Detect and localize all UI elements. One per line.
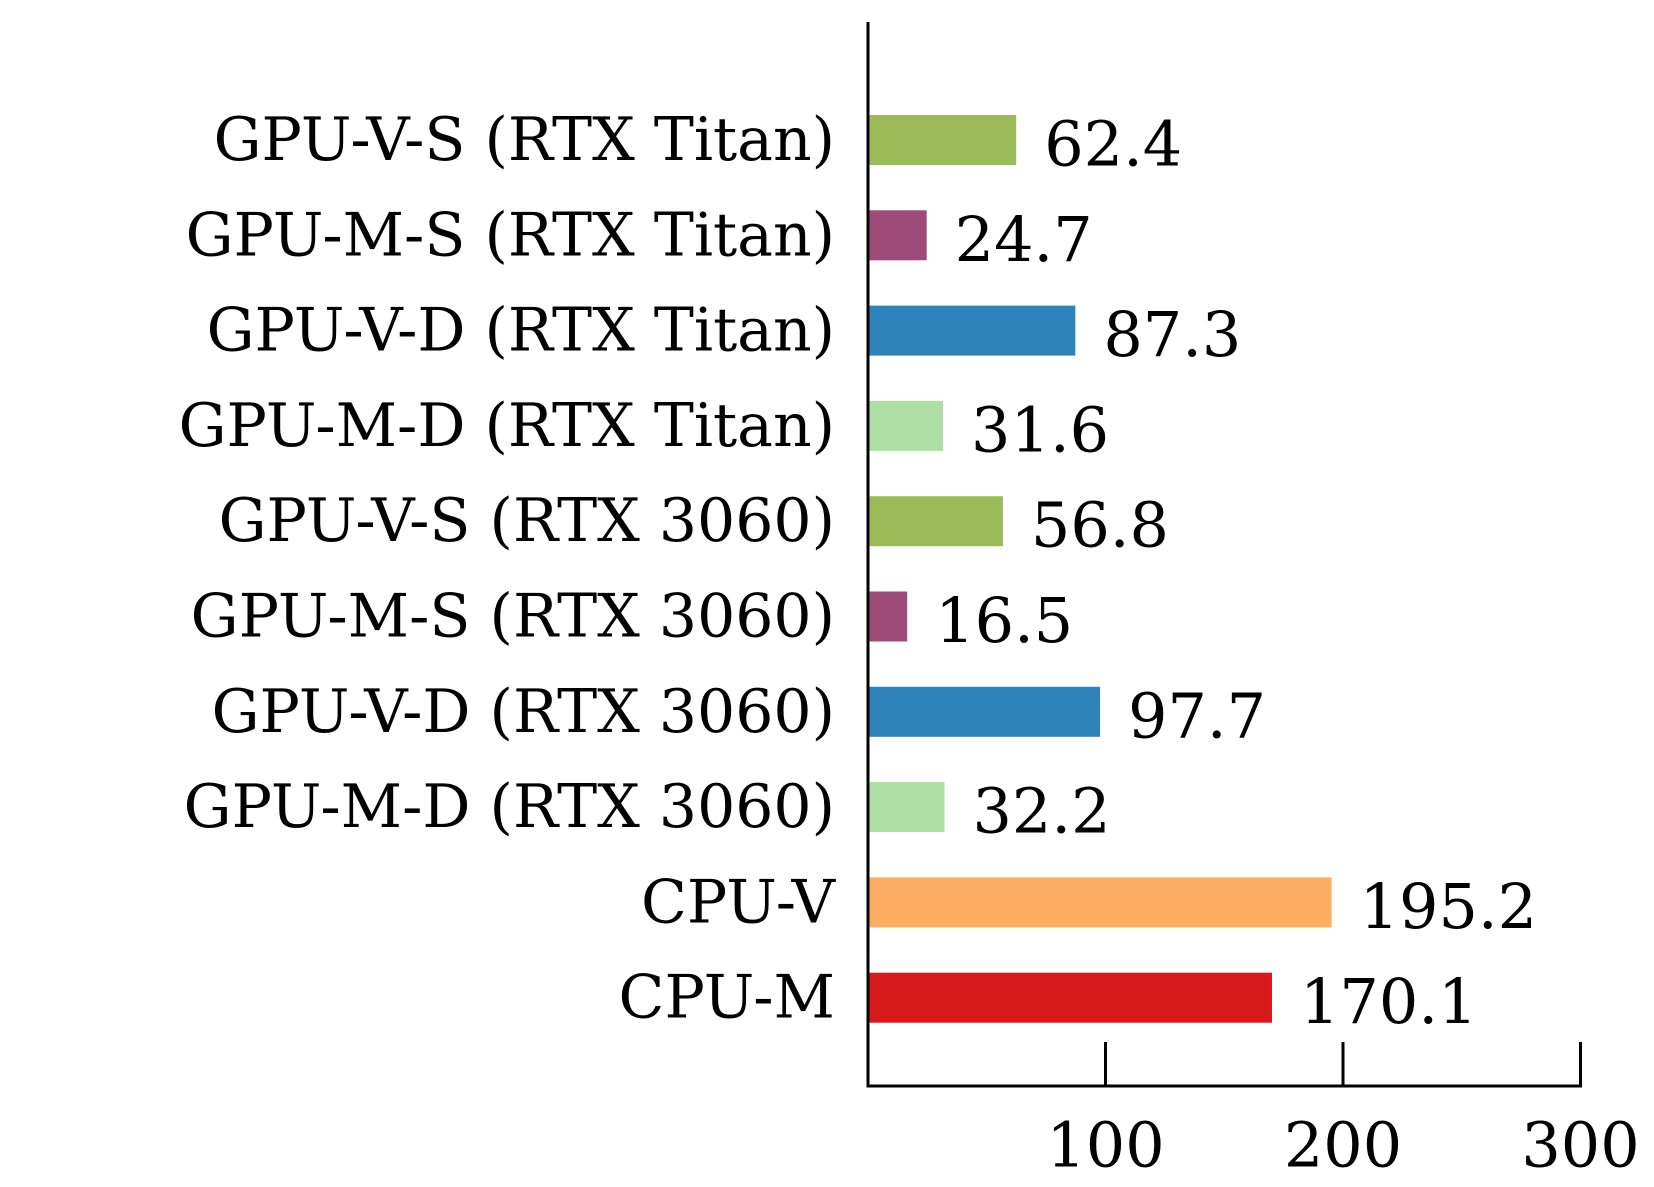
bar — [868, 972, 1272, 1023]
category-labels: GPU-V-S (RTX Titan) GPU-M-S (RTX Titan) GP… — [179, 105, 837, 1033]
value-label: 16.5 — [935, 584, 1073, 657]
bar — [868, 305, 1076, 356]
value-label: 56.8 — [1031, 489, 1169, 562]
bar — [868, 782, 945, 833]
bar — [868, 210, 927, 261]
bars — [868, 115, 1332, 1023]
category-label: GPU-M-S (RTX Titan) — [186, 200, 835, 270]
x-tick-label: 100 — [1046, 1109, 1164, 1182]
bar — [868, 115, 1017, 165]
bar — [868, 591, 908, 642]
value-label: 24.7 — [955, 203, 1093, 276]
value-label: 87.3 — [1103, 298, 1241, 371]
category-label: CPU-M — [619, 963, 835, 1033]
value-label: 195.2 — [1360, 870, 1538, 943]
category-label: GPU-M-S (RTX 3060) — [191, 582, 835, 652]
bar — [868, 877, 1332, 928]
category-label: GPU-V-S (RTX 3060) — [219, 486, 835, 556]
category-label: CPU-V — [641, 867, 837, 937]
x-axis: 100 200 300 — [866, 22, 1640, 1182]
x-tick-label: 300 — [1521, 1109, 1639, 1182]
bar — [868, 496, 1003, 547]
category-label: GPU-V-S (RTX Titan) — [214, 105, 835, 175]
bar — [868, 400, 944, 451]
category-label: GPU-M-D (RTX Titan) — [179, 391, 835, 461]
category-label: GPU-M-D (RTX 3060) — [184, 772, 835, 842]
value-labels: 62.4 24.787.3 31.6 56.8 16.5 97.732.2 195.2 170… — [935, 108, 1537, 1039]
category-label: GPU-V-D (RTX 3060) — [212, 677, 835, 747]
value-label: 31.6 — [971, 393, 1109, 466]
value-label: 170.1 — [1300, 965, 1478, 1038]
category-label: GPU-V-D (RTX Titan) — [207, 296, 835, 366]
value-label: 62.4 — [1044, 108, 1182, 181]
value-label: 97.7 — [1128, 679, 1266, 752]
bar — [868, 686, 1101, 737]
x-tick-label: 200 — [1284, 1109, 1402, 1182]
value-label: 32.2 — [972, 775, 1110, 848]
